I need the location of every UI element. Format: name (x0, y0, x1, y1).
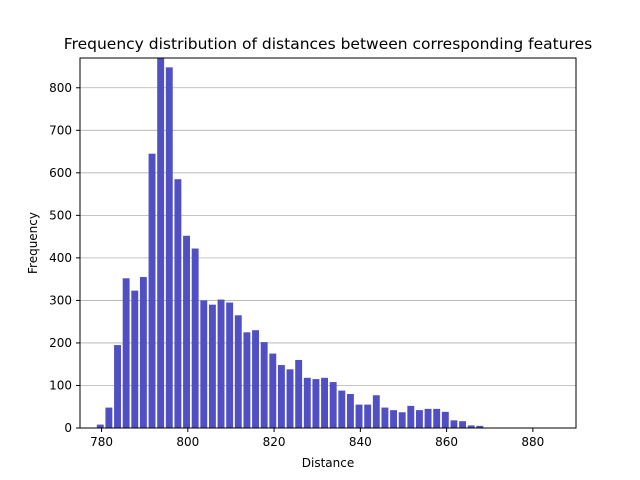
y-tick-label: 0 (64, 421, 72, 435)
histogram-bar (476, 425, 484, 428)
histogram-bar (355, 404, 363, 428)
histogram-bar (165, 67, 173, 428)
histogram-bar (346, 393, 354, 428)
x-tick-label: 820 (263, 435, 286, 449)
histogram-bar (312, 379, 320, 428)
x-tick-label: 840 (349, 435, 372, 449)
plot-frame (79, 57, 577, 429)
y-axis-ticks: 0 100 200 300 400 500 600 700 800 (49, 81, 80, 435)
histogram-bar (450, 420, 458, 428)
histogram-bar (148, 153, 156, 429)
histogram-bar (183, 235, 190, 428)
y-tick-label: 600 (49, 166, 72, 180)
histogram-bar (286, 369, 294, 428)
histogram-bar (217, 299, 225, 428)
histogram-bar (252, 330, 259, 428)
histogram-bar (234, 315, 242, 428)
histogram-bar (277, 365, 285, 428)
histogram-bar (295, 359, 303, 428)
histogram-bar (381, 407, 389, 428)
chart-title: Frequency distribution of distances betw… (64, 35, 592, 53)
bars (96, 58, 484, 429)
histogram-bar (459, 421, 467, 428)
x-axis-label: Distance (302, 456, 354, 470)
x-tick-label: 780 (90, 435, 113, 449)
histogram-bar (424, 408, 432, 428)
histogram-bar (131, 290, 139, 428)
y-tick-label: 200 (49, 336, 72, 350)
histogram-bar (157, 58, 165, 428)
histogram-bar (96, 424, 104, 428)
x-tick-label: 800 (176, 435, 199, 449)
histogram-bar (338, 390, 346, 428)
histogram-bar (191, 248, 199, 428)
histogram-bar (372, 395, 380, 428)
x-tick-label: 880 (521, 435, 544, 449)
y-tick-label: 700 (49, 123, 72, 137)
histogram-bar (407, 405, 415, 428)
x-axis-ticks: 780 800 820 840 860 880 (90, 428, 544, 449)
histogram-bar (208, 304, 216, 428)
histogram-bar (174, 179, 182, 428)
histogram-bar (415, 410, 423, 428)
y-tick-label: 500 (49, 208, 72, 222)
histogram-bar (260, 342, 268, 428)
histogram-bar (105, 407, 113, 428)
histogram-bar (398, 412, 406, 428)
histogram-bar (139, 277, 147, 428)
histogram-bar (329, 382, 337, 428)
histogram-bar (114, 345, 121, 428)
histogram-bar (122, 278, 130, 428)
y-tick-label: 400 (49, 251, 72, 265)
y-axis-label: Frequency (26, 212, 40, 274)
x-tick-label: 860 (435, 435, 458, 449)
histogram-bar (321, 377, 328, 428)
histogram-bar (200, 300, 208, 428)
histogram-bar (441, 411, 449, 428)
histogram-bar (433, 408, 441, 428)
y-tick-label: 800 (49, 81, 72, 95)
y-tick-label: 100 (49, 378, 72, 392)
histogram-bar (390, 410, 398, 428)
histogram-bar (226, 302, 234, 428)
histogram-bar (303, 377, 311, 428)
histogram-bar (467, 425, 475, 428)
histogram-bar (364, 404, 372, 428)
y-tick-label: 300 (49, 293, 72, 307)
histogram-bar (243, 332, 251, 428)
histogram-bar (269, 353, 277, 428)
